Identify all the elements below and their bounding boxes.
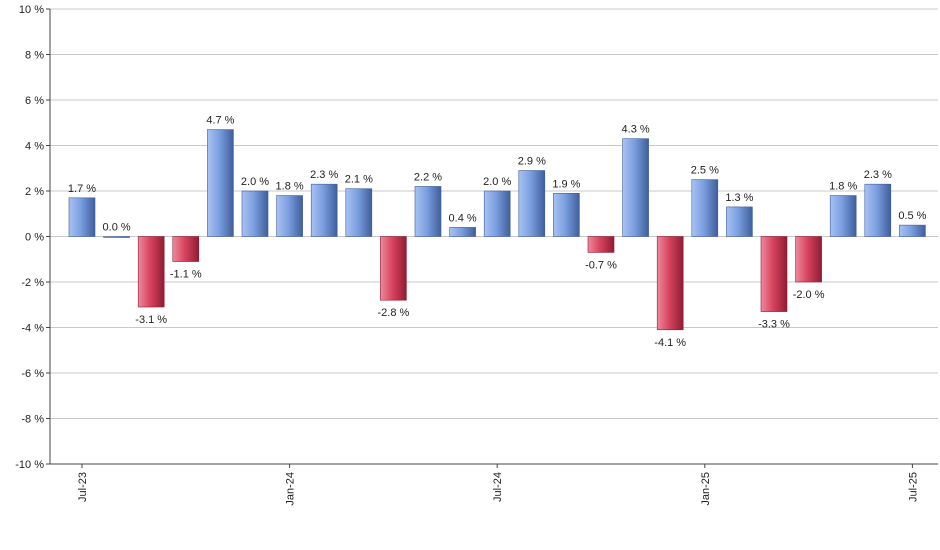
data-label: 2.0 % bbox=[483, 176, 511, 188]
y-axis-tick-labels: 10 % 8 % 6 % 4 % 2 % 0 % -2 % -4 % -6 % -8 % -10 % bbox=[15, 4, 44, 471]
data-label: 0.5 % bbox=[898, 210, 926, 222]
data-label: 1.9 % bbox=[552, 178, 580, 190]
data-label: 0.4 % bbox=[449, 212, 477, 224]
bar bbox=[241, 190, 269, 237]
bar bbox=[172, 236, 200, 262]
y-tick-label: 8 % bbox=[25, 50, 44, 62]
bar bbox=[760, 236, 788, 312]
data-label: 1.7 % bbox=[68, 183, 96, 195]
bar bbox=[899, 224, 926, 237]
data-label: 2.9 % bbox=[518, 156, 546, 168]
y-tick-label: -10 % bbox=[15, 459, 44, 471]
bar bbox=[829, 195, 857, 237]
data-label: -2.8 % bbox=[378, 307, 410, 319]
data-label: 1.8 % bbox=[829, 181, 857, 193]
y-tick-label: -2 % bbox=[21, 277, 44, 289]
x-tick-label: Jan-24 bbox=[285, 472, 297, 506]
data-label: -0.7 % bbox=[585, 259, 617, 271]
bar bbox=[276, 195, 303, 237]
y-tick-label: 6 % bbox=[25, 95, 44, 107]
y-tick-label: 10 % bbox=[19, 4, 44, 16]
data-label: -2.0 % bbox=[793, 289, 825, 301]
bar bbox=[380, 236, 407, 301]
y-tick-label: -6 % bbox=[21, 368, 44, 380]
y-tick-label: 4 % bbox=[25, 141, 44, 153]
axes bbox=[49, 9, 938, 468]
data-label: 4.3 % bbox=[622, 124, 650, 136]
y-tick-label: 2 % bbox=[25, 186, 44, 198]
bar bbox=[622, 138, 649, 237]
bar bbox=[656, 236, 684, 331]
y-tick-label: -8 % bbox=[21, 414, 44, 426]
bar bbox=[345, 188, 373, 237]
x-tick-label: Jul-23 bbox=[77, 472, 89, 502]
data-labels: 1.7 % 0.0 % -3.1 % -1.1 % 4.7 % 2.0 % 1.8 % 2.3… bbox=[68, 115, 927, 349]
data-label: 1.8 % bbox=[276, 181, 304, 193]
x-tick-label: Jul-25 bbox=[907, 472, 919, 502]
bar bbox=[207, 129, 234, 237]
bar bbox=[553, 192, 580, 237]
x-tick-label: Jul-24 bbox=[492, 472, 504, 502]
data-label: 4.7 % bbox=[206, 115, 234, 127]
data-label: 2.5 % bbox=[691, 165, 719, 177]
data-label: -1.1 % bbox=[170, 269, 202, 281]
bars bbox=[68, 129, 926, 331]
data-label: 2.3 % bbox=[864, 169, 892, 181]
bar bbox=[310, 183, 338, 237]
data-label: 2.2 % bbox=[414, 171, 442, 183]
bar bbox=[137, 236, 165, 308]
bar bbox=[691, 179, 719, 237]
data-label: 2.3 % bbox=[310, 169, 338, 181]
data-label: 2.1 % bbox=[345, 174, 373, 186]
bar bbox=[103, 236, 130, 238]
data-label: 2.0 % bbox=[241, 176, 269, 188]
bar bbox=[414, 186, 442, 237]
x-axis-tick-labels: Jul-23 Jan-24 Jul-24 Jan-25 Jul-25 bbox=[77, 472, 919, 506]
bar bbox=[726, 206, 753, 237]
y-tick-label: -4 % bbox=[21, 323, 44, 335]
data-label: -3.3 % bbox=[758, 319, 790, 331]
bar bbox=[795, 236, 822, 283]
data-label: -4.1 % bbox=[654, 337, 686, 349]
bar bbox=[68, 197, 96, 237]
data-label: -3.1 % bbox=[135, 314, 167, 326]
y-tick-label: 0 % bbox=[25, 232, 44, 244]
bar bbox=[518, 170, 546, 237]
bar bbox=[483, 190, 511, 237]
data-label: 1.3 % bbox=[725, 192, 753, 204]
bar bbox=[864, 183, 892, 237]
data-label: 0.0 % bbox=[103, 222, 131, 234]
bar bbox=[587, 236, 615, 253]
x-tick-label: Jan-25 bbox=[700, 472, 712, 506]
bar bbox=[449, 227, 476, 237]
